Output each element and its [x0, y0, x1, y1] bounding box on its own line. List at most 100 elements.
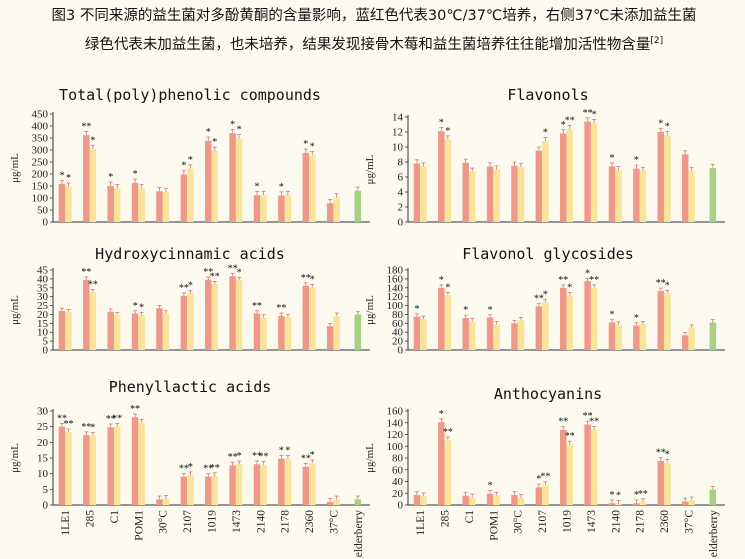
- bar: [535, 306, 543, 350]
- bar: [560, 133, 567, 222]
- significance-marker: *: [439, 409, 444, 420]
- bar: [65, 312, 72, 350]
- bar: [709, 489, 717, 505]
- bar: [107, 186, 114, 222]
- bar: [413, 316, 421, 350]
- bar: [302, 152, 310, 222]
- significance-marker: *: [188, 155, 193, 166]
- caption-line-2: 绿色代表未加益生菌，也未培养，结果发现接骨木莓和益生菌培养往往能增加活性物含量[…: [18, 29, 730, 58]
- bar: [354, 314, 362, 350]
- y-tick-label: 100: [387, 300, 404, 312]
- bar: [229, 276, 236, 350]
- bar: [493, 495, 500, 505]
- bar: [58, 184, 66, 222]
- bar: [65, 432, 72, 505]
- y-tick-label: 120: [387, 429, 404, 441]
- y-tick-label: 2: [398, 202, 404, 214]
- bar: [235, 138, 243, 222]
- bar: [113, 188, 121, 222]
- bar: [333, 499, 340, 505]
- bar: [138, 422, 145, 505]
- y-tick-label: 250: [32, 157, 49, 169]
- significance-marker: **: [179, 283, 189, 294]
- y-tick-label: 20: [37, 437, 49, 449]
- significance-marker: **: [228, 452, 238, 463]
- significance-marker: **: [558, 417, 568, 428]
- y-tick-label: 60: [392, 464, 404, 476]
- y-tick-label: 15: [37, 318, 49, 330]
- bar: [462, 318, 469, 350]
- significance-marker: *: [439, 275, 444, 286]
- significance-marker: *: [543, 127, 548, 138]
- chart-title: Anthocyanins: [494, 385, 602, 403]
- bar: [468, 171, 476, 222]
- bar: [468, 497, 476, 505]
- bar: [657, 290, 665, 350]
- bar: [235, 280, 243, 350]
- significance-marker: *: [616, 491, 621, 502]
- x-tick-label: 2360: [304, 510, 316, 533]
- x-tick-label: 30°C: [158, 510, 170, 534]
- x-tick-label: elderberry: [353, 510, 365, 557]
- x-tick-label: C1: [109, 510, 121, 524]
- bar: [566, 295, 573, 350]
- significance-marker: *: [212, 137, 217, 148]
- bar: [205, 279, 212, 350]
- significance-marker: **: [210, 271, 220, 282]
- significance-marker: *: [543, 290, 548, 301]
- y-tick-label: 35: [37, 282, 49, 294]
- y-tick-label: 450: [32, 109, 49, 121]
- bar: [65, 186, 72, 222]
- significance-marker: *: [658, 118, 663, 129]
- significance-marker: *: [445, 126, 450, 137]
- bar: [284, 195, 292, 222]
- bar: [590, 429, 598, 505]
- significance-marker: *: [90, 422, 95, 433]
- bar: [113, 315, 121, 350]
- chart-title: Total(poly)phenolic compounds: [59, 86, 321, 104]
- bar: [639, 502, 647, 505]
- x-tick-label: 30°C: [513, 510, 525, 534]
- significance-marker: *: [592, 109, 597, 120]
- chart-title: Phenyllactic acids: [109, 378, 272, 396]
- y-tick-label: 0: [43, 217, 49, 229]
- x-tick-label: elderberry: [708, 510, 720, 557]
- y-tick-label: 15: [37, 453, 49, 465]
- bar: [162, 192, 170, 222]
- y-tick-label: 0: [398, 345, 404, 357]
- y-tick-label: 140: [387, 417, 404, 429]
- y-axis-label: μg/mL: [364, 154, 376, 184]
- bar: [566, 129, 573, 222]
- bar: [278, 195, 285, 222]
- bar: [309, 155, 316, 222]
- x-tick-label: 2140: [255, 510, 267, 533]
- bar: [113, 426, 121, 505]
- significance-marker: *: [310, 450, 315, 461]
- bar: [413, 495, 421, 505]
- bar: [138, 188, 145, 222]
- x-tick-label: 1LE1: [60, 510, 72, 536]
- bar: [633, 503, 640, 505]
- bar: [162, 313, 170, 350]
- bar: [187, 293, 194, 350]
- significance-marker: **: [179, 464, 189, 475]
- bar: [584, 281, 591, 350]
- significance-marker: *: [285, 446, 290, 457]
- significance-marker: **: [203, 267, 213, 278]
- bar: [657, 132, 665, 222]
- y-tick-label: 350: [32, 133, 49, 145]
- significance-marker: **: [443, 427, 453, 438]
- bar: [309, 463, 316, 505]
- bar: [709, 168, 717, 222]
- bar: [681, 501, 689, 505]
- bar: [162, 498, 170, 505]
- significance-marker: *: [237, 451, 242, 462]
- y-tick-label: 150: [32, 181, 49, 193]
- chart-title: Hydroxycinnamic acids: [95, 245, 285, 263]
- bar: [333, 197, 340, 222]
- bar: [302, 466, 310, 505]
- bar: [608, 503, 616, 505]
- chart-0: Total(poly)phenolic compounds μg/mL 050100…: [9, 86, 370, 229]
- x-tick-label: 285: [85, 510, 97, 528]
- x-tick-label: 1LE1: [415, 510, 427, 536]
